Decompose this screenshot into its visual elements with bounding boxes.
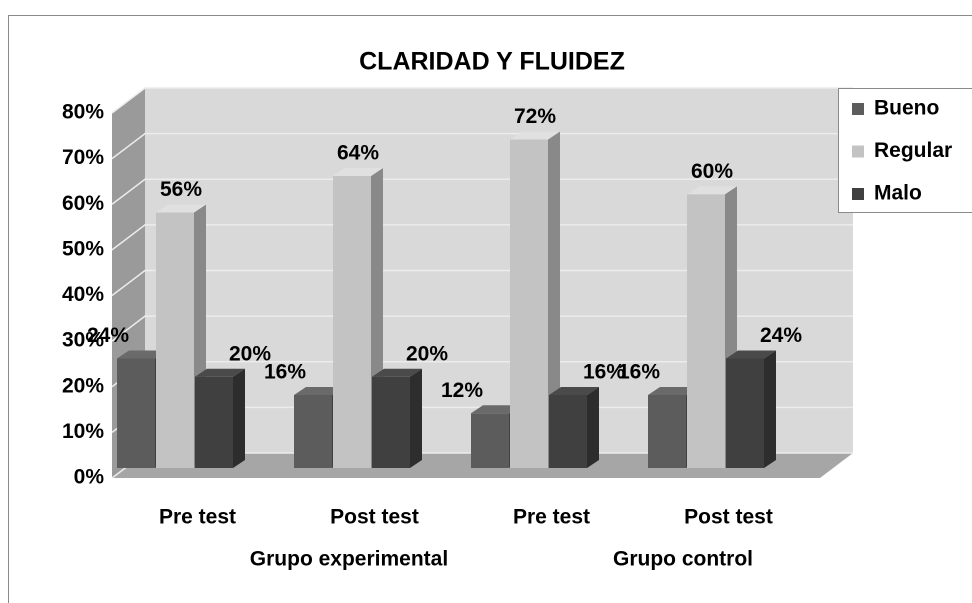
bar-face — [294, 395, 332, 468]
y-tick-label: 80% — [62, 101, 104, 124]
bar-face — [510, 131, 560, 140]
y-tick-label: 0% — [74, 466, 105, 489]
bar-face — [648, 395, 686, 468]
bar-face — [294, 387, 344, 395]
legend-swatch — [852, 145, 864, 158]
bar-face — [726, 350, 776, 359]
legend-label: Bueno — [874, 97, 939, 120]
x-tick-label: Post test — [684, 506, 773, 529]
y-tick-label: 70% — [62, 146, 104, 169]
bar-face — [333, 176, 371, 468]
bar — [510, 131, 560, 468]
value-label: 72% — [514, 105, 556, 128]
y-tick-label: 20% — [62, 374, 104, 397]
bar — [195, 368, 245, 468]
bar-face — [587, 387, 599, 468]
bar-face — [233, 368, 245, 468]
group-label: Grupo control — [613, 548, 753, 571]
x-tick-label: Pre test — [513, 506, 590, 529]
bar-face — [510, 139, 548, 468]
legend-label: Regular — [874, 139, 952, 162]
bar-face — [372, 368, 422, 377]
y-tick-label: 60% — [62, 192, 104, 215]
group-label: Grupo experimental — [250, 548, 448, 571]
value-label: 16% — [264, 361, 306, 384]
bar-face — [117, 358, 155, 468]
bar-face — [549, 395, 587, 468]
bar-face — [687, 194, 725, 468]
value-label: 60% — [691, 160, 733, 183]
grid-line — [111, 178, 853, 205]
bar-face — [333, 168, 383, 176]
y-tick-label: 50% — [62, 237, 104, 260]
value-label: 64% — [337, 142, 379, 165]
bar-face — [372, 376, 410, 468]
y-tick-label: 10% — [62, 420, 104, 443]
grid-line — [111, 224, 853, 251]
grid-line — [111, 315, 853, 342]
bar-face — [549, 387, 599, 395]
bar-face — [471, 413, 509, 468]
value-label: 16% — [583, 361, 625, 384]
value-label: 56% — [160, 178, 202, 201]
value-label: 20% — [229, 342, 271, 365]
bar-face — [548, 131, 560, 468]
bar-face — [726, 358, 764, 468]
bar — [726, 350, 776, 468]
bar-face — [156, 204, 206, 213]
bar-face — [117, 350, 167, 359]
value-label: 24% — [760, 324, 802, 347]
bar-face — [195, 376, 233, 468]
value-label: 12% — [441, 379, 483, 402]
bar-face — [648, 387, 698, 395]
bar-face — [195, 368, 245, 377]
value-label: 16% — [618, 361, 660, 384]
value-label: 20% — [406, 342, 448, 365]
bar-face — [764, 350, 776, 468]
x-tick-label: Post test — [330, 506, 419, 529]
bar-face — [471, 405, 521, 414]
grid-line — [111, 269, 853, 297]
y-tick-label: 30% — [62, 329, 104, 352]
chart-title: CLARIDAD Y FLUIDEZ — [359, 48, 625, 76]
y-tick-label: 40% — [62, 283, 104, 306]
legend-label: Malo — [874, 182, 922, 205]
x-tick-label: Pre test — [159, 506, 236, 529]
bar-face — [156, 212, 194, 468]
legend-swatch — [852, 103, 864, 115]
value-label: 24% — [87, 324, 129, 347]
grid-line — [111, 87, 853, 114]
bar — [549, 387, 599, 468]
bar-face — [687, 186, 737, 195]
grid-line — [111, 132, 853, 160]
legend-swatch — [852, 188, 864, 200]
bar-face — [410, 368, 422, 468]
bar — [372, 368, 422, 468]
